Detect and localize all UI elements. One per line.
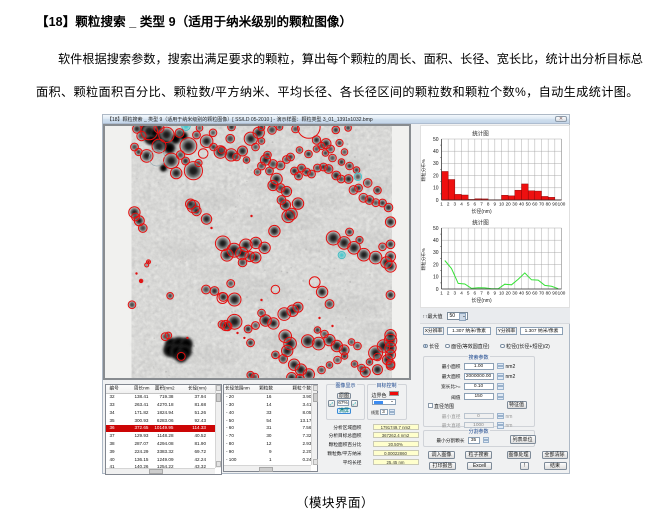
svg-text:1: 1 — [440, 201, 443, 206]
svg-text:40: 40 — [432, 149, 438, 155]
svg-text:3: 3 — [453, 201, 456, 206]
svg-text:30: 30 — [512, 201, 518, 206]
svg-text:统计图: 统计图 — [472, 219, 489, 227]
svg-text:20: 20 — [432, 262, 438, 268]
svg-text:10: 10 — [498, 290, 504, 295]
svg-text:70: 70 — [538, 201, 544, 206]
svg-text:0: 0 — [435, 197, 438, 203]
svg-text:6: 6 — [473, 290, 476, 295]
svg-text:50: 50 — [525, 201, 531, 206]
svg-text:2: 2 — [446, 290, 449, 295]
svg-text:9: 9 — [493, 290, 496, 295]
svg-text:2: 2 — [446, 201, 449, 206]
svg-text:30: 30 — [432, 161, 438, 167]
svg-text:40: 40 — [432, 238, 438, 244]
svg-text:20: 20 — [505, 290, 511, 295]
svg-text:30: 30 — [432, 250, 438, 256]
svg-text:60: 60 — [532, 290, 538, 295]
svg-text:0: 0 — [435, 287, 438, 293]
svg-text:100: 100 — [557, 201, 565, 206]
svg-text:7: 7 — [480, 290, 483, 295]
svg-text:5: 5 — [466, 201, 469, 206]
svg-text:6: 6 — [473, 201, 476, 206]
svg-text:60: 60 — [532, 201, 538, 206]
svg-text:40: 40 — [518, 290, 524, 295]
svg-text:90: 90 — [552, 290, 558, 295]
svg-text:80: 80 — [545, 201, 551, 206]
svg-text:50: 50 — [432, 226, 438, 232]
svg-text:统计图: 统计图 — [472, 129, 489, 137]
svg-text:颗粒分布%: 颗粒分布% — [421, 248, 427, 270]
svg-text:长径(nm): 长径(nm) — [471, 297, 492, 304]
svg-text:8: 8 — [486, 201, 489, 206]
svg-text:10: 10 — [498, 201, 504, 206]
svg-text:7: 7 — [480, 201, 483, 206]
svg-text:3: 3 — [453, 290, 456, 295]
svg-text:10: 10 — [432, 275, 438, 281]
svg-text:50: 50 — [525, 290, 531, 295]
svg-text:90: 90 — [552, 201, 558, 206]
svg-text:5: 5 — [466, 290, 469, 295]
svg-text:30: 30 — [512, 290, 518, 295]
svg-text:80: 80 — [545, 290, 551, 295]
svg-text:1: 1 — [440, 290, 443, 295]
svg-text:4: 4 — [460, 290, 463, 295]
svg-text:100: 100 — [557, 290, 565, 295]
svg-text:8: 8 — [486, 290, 489, 295]
svg-text:4: 4 — [460, 201, 463, 206]
svg-text:20: 20 — [432, 173, 438, 179]
svg-text:长径(nm): 长径(nm) — [471, 208, 492, 215]
svg-text:颗粒分布%: 颗粒分布% — [421, 159, 427, 181]
svg-text:20: 20 — [505, 201, 511, 206]
svg-text:10: 10 — [432, 185, 438, 191]
svg-text:70: 70 — [538, 290, 544, 295]
svg-text:40: 40 — [518, 201, 524, 206]
svg-text:9: 9 — [493, 201, 496, 206]
svg-text:50: 50 — [432, 136, 438, 142]
